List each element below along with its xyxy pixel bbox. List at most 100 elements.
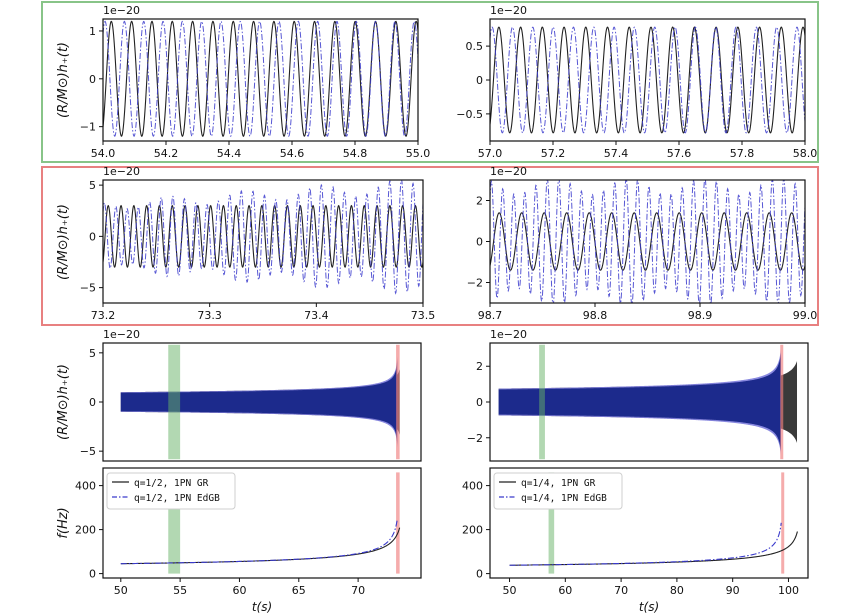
x-tick-label: 70 [351,584,365,597]
axes-frame-f2 [489,467,809,579]
y-tick-label: −0.5 [456,108,483,121]
y-tick-label: 0 [476,74,483,87]
legend-gr-label: q=1/2, 1PN GR [134,478,209,489]
axes-ticks-z2: 0.5 0 −0.5 57.0 57.2 57.4 57.6 57.8 58.0 1e−20 [456,4,817,160]
legend: q=1/4, 1PN GR q=1/4, 1PN EdGB [493,472,623,510]
legend-edgb-label: q=1/4, 1PN EdGB [521,493,607,504]
red-band [780,344,784,460]
y-tick-label: 5 [89,347,96,360]
offset-text: 1e−20 [103,165,140,178]
y-tick-label: 5 [89,179,96,192]
x-axis-label: t(s) [639,600,659,614]
x-tick-label: 99.0 [793,309,818,322]
x-tick-label: 60 [558,584,572,597]
x-tick-label: 54.4 [217,147,242,160]
x-tick-label: 54.8 [343,147,368,160]
series-gr-line [103,204,423,268]
y-tick-label: 400 [462,480,483,493]
series-gr-line [120,527,401,565]
x-tick-label: 98.9 [688,309,713,322]
plot-area-z2 [490,26,805,134]
y-tick-label: 0 [89,568,96,581]
series-edgb-line [509,522,782,566]
y-tick-label: 0.5 [466,40,484,53]
y-axis-label-strain: (R/M⊙)h₊(t) [56,364,71,440]
x-tick-label: 57.4 [604,147,629,160]
green-highlight-frame [41,1,819,163]
y-axis-label-frequency: f(Hz) [56,507,71,538]
axes-frame-f1 [102,467,422,579]
y-tick-label: 400 [75,480,96,493]
plot-area-f1 [120,472,401,574]
y-tick-label: 200 [462,524,483,537]
plot-area-z3 [103,180,423,295]
axes-ticks-z1: 1 0 −1 54.0 54.2 54.4 54.6 54.8 55.0 1e−20 [80,4,430,160]
offset-text: 1e−20 [490,328,527,341]
red-highlight-frame [41,166,819,326]
series-edgb-envelope [498,352,781,452]
green-band [168,344,181,460]
y-tick-label: −5 [80,445,96,458]
x-tick-label: 54.0 [91,147,116,160]
plot-area-z4 [490,180,805,303]
x-tick-label: 100 [778,584,799,597]
offset-text: 1e−20 [490,4,527,17]
offset-text: 1e−20 [490,165,527,178]
axes-frame-z3 [102,179,424,304]
y-tick-label: 2 [476,360,483,373]
offset-text: 1e−20 [103,328,140,341]
series-edgb-line [490,180,805,303]
x-tick-label: 50 [503,584,517,597]
y-tick-label: 0 [476,568,483,581]
x-axis-label: t(s) [252,600,272,614]
x-tick-label: 98.8 [583,309,608,322]
axes-ticks-f1: 400 200 0 50 55 60 65 70 t(s) [75,480,365,614]
x-tick-label: 73.2 [91,309,116,322]
red-band [396,472,400,574]
x-tick-label: 73.5 [411,309,436,322]
plot-area-f2 [509,472,798,574]
axes-frame-z1 [102,18,419,142]
red-band [781,472,785,574]
y-tick-label: 0 [89,73,96,86]
green-band [539,344,545,460]
x-tick-label: 54.2 [154,147,179,160]
x-tick-label: 57.8 [730,147,755,160]
y-tick-label: 1 [89,25,96,38]
x-tick-label: 65 [292,584,306,597]
x-tick-label: 98.7 [478,309,503,322]
x-tick-label: 73.4 [304,309,329,322]
y-tick-label: 0 [476,396,483,409]
series-edgb-line [490,26,805,134]
axes-ticks-z3: 5 0 −5 73.2 73.3 73.4 73.5 1e−20 [80,165,435,322]
axes-ticks-z4: 2 0 −2 98.7 98.8 98.9 99.0 1e−20 [467,165,817,322]
series-edgb-envelope [120,359,398,445]
y-tick-label: −2 [467,277,483,290]
x-tick-label: 57.2 [541,147,566,160]
x-tick-label: 70 [614,584,628,597]
x-tick-label: 80 [670,584,684,597]
axes-ticks-s2: 2 0 −2 1e−20 [467,328,527,445]
axes-ticks-s1: 5 0 −5 1e−20 [80,328,140,458]
y-tick-label: −1 [80,121,96,134]
y-tick-label: 0 [89,230,96,243]
red-band [396,344,400,460]
green-band [548,472,555,574]
x-tick-label: 60 [232,584,246,597]
x-tick-label: 50 [114,584,128,597]
legend: q=1/2, 1PN GR q=1/2, 1PN EdGB [106,472,236,510]
series-gr-line [490,26,805,134]
y-axis-label-zoom-top: (R/M⊙)h₊(t) [56,42,71,118]
series-edgb-line [103,180,423,295]
plot-area-z1 [103,20,418,137]
legend-box [106,472,236,510]
plot-area-s2 [498,344,798,460]
legend-gr-label: q=1/4, 1PN GR [521,478,596,489]
x-tick-label: 73.3 [197,309,222,322]
y-tick-label: 2 [476,195,483,208]
series-gr-line [509,531,798,566]
legend-box [493,472,623,510]
y-tick-label: 200 [75,524,96,537]
y-axis-label-zoom-mid: (R/M⊙)h₊(t) [56,204,71,280]
x-tick-label: 55 [173,584,187,597]
